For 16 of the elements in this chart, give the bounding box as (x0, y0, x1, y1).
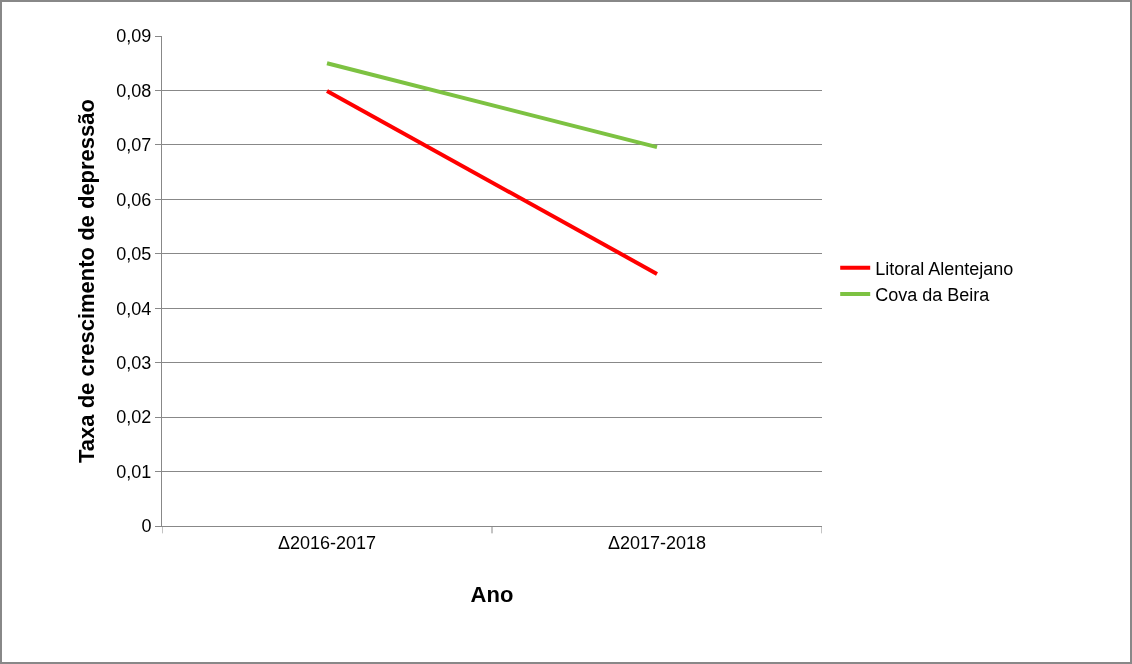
y-tick-label: 0,02 (116, 407, 152, 428)
y-axis-title: Taxa de crescimento de depressão (74, 99, 100, 463)
y-tick-label: 0,04 (116, 298, 152, 319)
y-tick-label: 0,08 (116, 80, 152, 101)
y-tick-label: 0,09 (116, 26, 152, 47)
y-tick-label: 0,06 (116, 189, 152, 210)
x-axis-title: Ano (470, 582, 514, 608)
y-tick-label: 0,07 (116, 135, 152, 156)
y-tick-label: 0,01 (116, 461, 152, 482)
x-tick-label: Δ2016-2017 (277, 532, 377, 553)
legend-label: Litoral Alentejano (875, 258, 1014, 279)
x-tick-label: Δ2017-2018 (607, 532, 707, 553)
y-tick-label: 0 (141, 516, 152, 537)
y-tick-label: 0,05 (116, 244, 152, 265)
y-tick-label: 0,03 (116, 352, 152, 373)
legend-label: Cova da Beira (875, 285, 991, 306)
